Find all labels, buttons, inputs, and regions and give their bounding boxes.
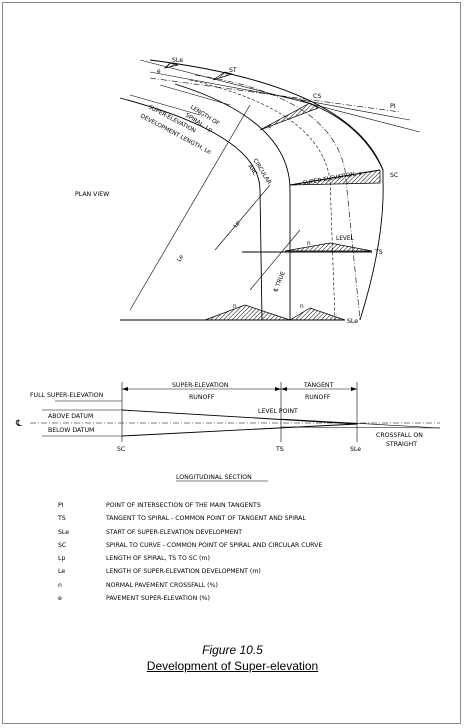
- sle-right-triangle: [288, 307, 346, 321]
- legend-value: NORMAL PAVEMENT CROSSFALL (%): [106, 581, 218, 589]
- label-le: Le: [177, 254, 186, 263]
- legend-row: SC SPIRAL TO CURVE - COMMON POINT OF SPIR…: [58, 542, 438, 555]
- plan-view: SLe ST CS PI SC TS SLe PLAN VIEW LENGTH …: [75, 57, 421, 325]
- legend-row: n NORMAL PAVEMENT CROSSFALL (%): [58, 582, 438, 595]
- figure-title: Figure 10.5: [202, 643, 263, 657]
- label-below-datum: BELOW DATUM: [48, 427, 94, 434]
- legend-value: LENGTH OF SUPER-ELEVATION DEVELOPMENT (m…: [106, 568, 261, 576]
- figure-frame: [2, 2, 461, 724]
- tangent-line-2: [149, 71, 411, 121]
- crossfall-line-2: [280, 426, 441, 429]
- sle-left-triangle: [204, 304, 291, 321]
- label-crossfall-2: STRAIGHT: [386, 441, 417, 448]
- label-sc-long: SC: [117, 446, 125, 453]
- label-sle-bottom: SLe: [347, 318, 358, 325]
- legend-key: n: [58, 581, 62, 589]
- tangent-centreline: [149, 77, 401, 113]
- legend-key: PI: [58, 502, 64, 509]
- label-cl-symbol: ℄: [15, 419, 22, 429]
- lower-edge-profile: [121, 423, 358, 437]
- legend-value: START OF SUPER-ELEVATION DEVELOPMENT: [106, 528, 243, 536]
- label-pi: PI: [390, 103, 396, 110]
- arrow-left: [122, 387, 128, 391]
- legend-row: e PAVEMENT SUPER-ELEVATION (%): [58, 595, 438, 608]
- label-sle-long: SLe: [350, 446, 361, 453]
- dashed-curve-1: [189, 79, 336, 321]
- figure-subtitle: Development of Super-elevation: [146, 659, 319, 673]
- label-level: LEVEL: [336, 236, 355, 242]
- arrow-ts-right: [281, 387, 287, 391]
- arrow-ts-left: [275, 387, 281, 391]
- legend-key: SC: [58, 541, 67, 549]
- dev-length-dim: [129, 94, 201, 116]
- outer-edge-curve: [149, 59, 384, 321]
- label-tangent-bottom: RUNOFF: [305, 394, 331, 401]
- label-st: ST: [229, 67, 237, 74]
- label-sle-top: SLe: [172, 57, 183, 64]
- label-e-1: e: [157, 69, 161, 75]
- ts-triangle: [284, 242, 373, 252]
- label-ts: TS: [374, 249, 383, 256]
- legend: PI POINT OF INTERSECTION OF THE MAIN TANG…: [58, 502, 438, 608]
- legend-value: PAVEMENT SUPER-ELEVATION (%): [106, 595, 210, 603]
- legend-row: PI POINT OF INTERSECTION OF THE MAIN TANG…: [58, 502, 438, 515]
- legend-value: LENGTH OF SPIRAL, TS TO SC (m): [106, 555, 210, 563]
- label-e-2: e: [268, 124, 272, 130]
- sle-top-triangle: [163, 62, 179, 69]
- label-full-super: FULL SUPER-ELEVATION: [30, 392, 104, 399]
- upper-edge-profile: [121, 409, 358, 425]
- legend-row: TS TANGENT TO SPIRAL - COMMON POINT OF TA…: [58, 515, 438, 528]
- legend-key: Le: [58, 568, 66, 576]
- pi-curve: [299, 99, 384, 171]
- spiral-dim: [159, 84, 231, 106]
- legend-value: SPIRAL TO CURVE - COMMON POINT OF SPIRAL…: [106, 541, 323, 549]
- st-triangle: [212, 71, 234, 81]
- legend-row: SLe START OF SUPER-ELEVATION DEVELOPMENT: [58, 529, 438, 542]
- legend-value: TANGENT TO SPIRAL - COMMON POINT OF TANG…: [106, 515, 306, 523]
- label-runoff-top: SUPER-ELEVATION: [172, 382, 229, 389]
- le-dimension: [129, 104, 251, 311]
- label-crossfall-1: CROSSFALL ON: [376, 432, 423, 439]
- legend-key: SLe: [58, 528, 70, 536]
- label-lp: Lp: [233, 220, 242, 229]
- figure-caption: Figure 10.5 Development of Super-elevati…: [0, 643, 465, 673]
- sc-cross-line: [289, 169, 381, 186]
- label-runoff-bottom: RUNOFF: [189, 394, 215, 401]
- label-cl-true: ℄ TRUE: [272, 270, 286, 292]
- centreline-curve: [194, 74, 361, 321]
- label-cs: CS: [313, 93, 321, 100]
- legend-key: Lp: [58, 555, 66, 563]
- crossfall-line-1: [280, 418, 441, 429]
- road-edge-curve: [174, 83, 291, 320]
- legend-value: POINT OF INTERSECTION OF THE MAIN TANGEN…: [106, 502, 261, 509]
- longitudinal-heading: LONGITUDINAL SECTION: [176, 474, 252, 481]
- inner-edge-curve: [119, 97, 263, 321]
- cs-triangle: [259, 102, 319, 131]
- label-level-point: LEVEL POINT: [258, 408, 298, 415]
- legend-key: TS: [58, 515, 66, 523]
- label-sc: SC: [390, 172, 398, 179]
- plan-view-heading: PLAN VIEW: [75, 191, 109, 198]
- label-n-3: n: [300, 304, 304, 310]
- arrow-right: [351, 387, 357, 391]
- lp-dimension: [214, 184, 271, 251]
- legend-key: e: [58, 595, 62, 603]
- label-n-1: n: [307, 241, 311, 247]
- label-arc: ARC: [246, 164, 257, 177]
- legend-row: Lp LENGTH OF SPIRAL, TS TO SC (m): [58, 555, 438, 568]
- label-ts-long: TS: [275, 446, 284, 453]
- legend-row: Le LENGTH OF SUPER-ELEVATION DEVELOPMENT …: [58, 568, 438, 581]
- cl-true-line: [249, 229, 301, 291]
- longitudinal-section: FULL SUPER-ELEVATION SUPER-ELEVATION RUN…: [15, 382, 441, 482]
- label-n-2: n: [233, 304, 237, 310]
- label-tangent-top: TANGENT: [303, 382, 333, 389]
- label-above-datum: ABOVE DATUM: [48, 413, 93, 420]
